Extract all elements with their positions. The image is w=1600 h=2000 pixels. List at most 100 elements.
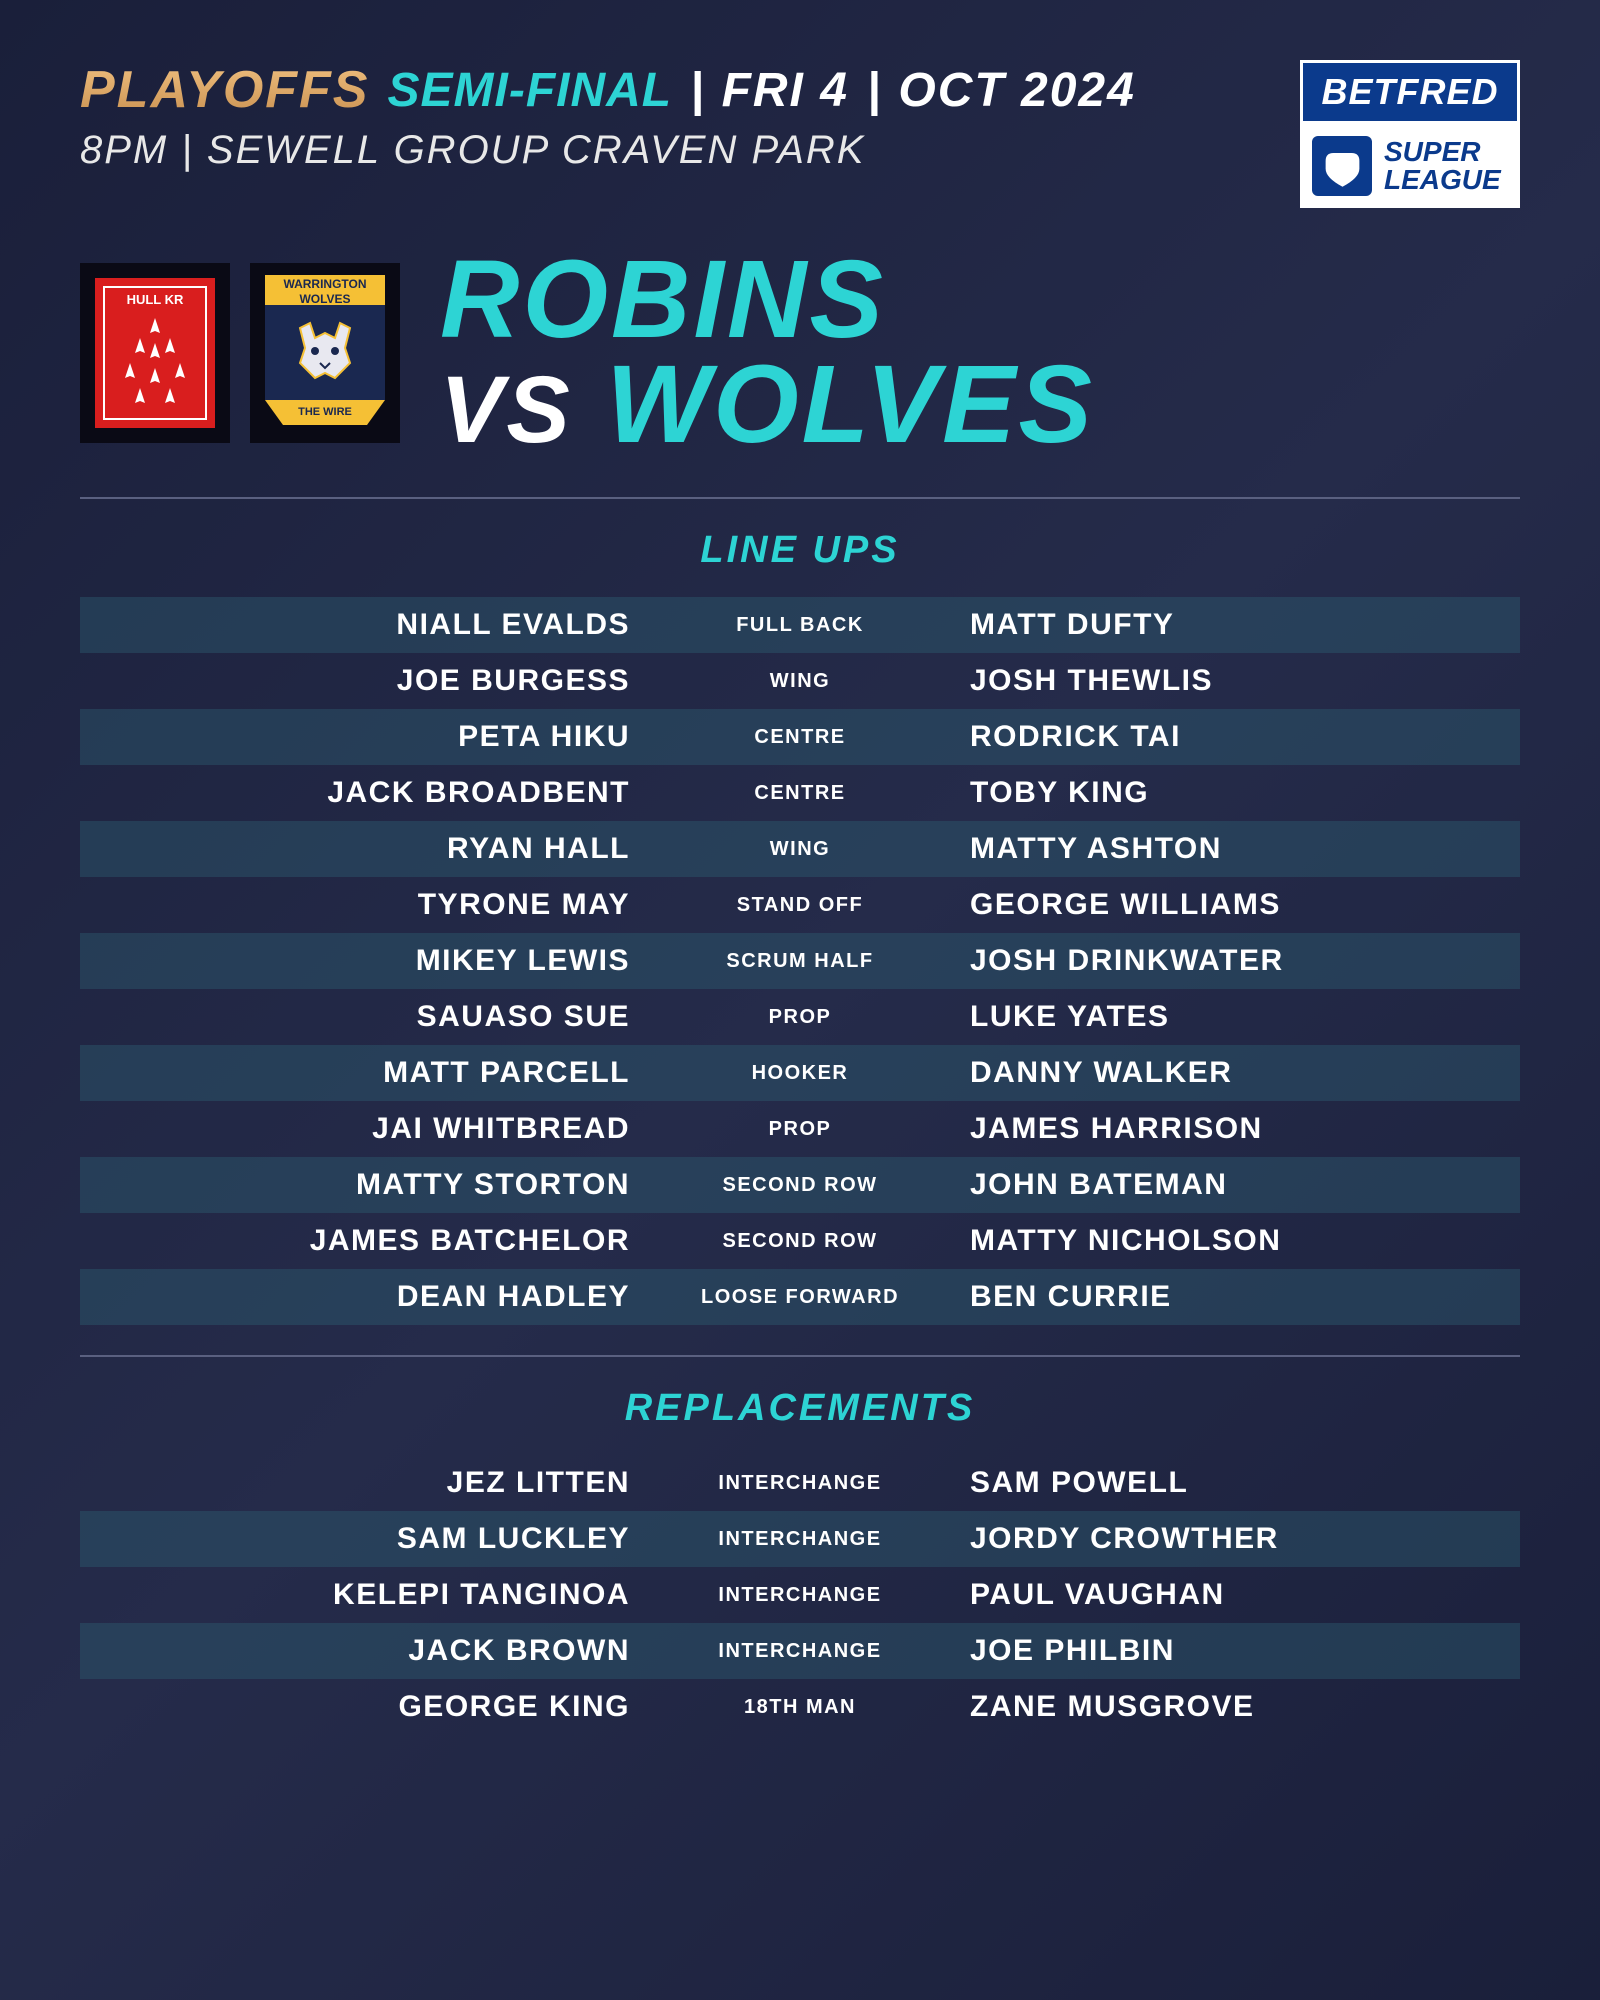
away-player: MATTY ASHTON <box>930 832 1520 866</box>
lineup-row: NIALL EVALDSFULL BACKMATT DUFTY <box>80 597 1520 653</box>
matchup-row: HULL KR WAR <box>80 248 1520 457</box>
position-label: PROP <box>670 1118 930 1141</box>
divider <box>80 497 1520 499</box>
home-player: MATT PARCELL <box>80 1056 670 1090</box>
wolves-top-label: WARRINGTONWOLVES <box>265 275 385 305</box>
home-player: JACK BROWN <box>80 1634 670 1668</box>
away-player: ZANE MUSGROVE <box>930 1690 1520 1724</box>
position-label: CENTRE <box>670 726 930 749</box>
lineup-row: MATTY STORTONSECOND ROWJOHN BATEMAN <box>80 1157 1520 1213</box>
sponsor-logo: BETFRED SUPER LEAGUE <box>1300 60 1520 208</box>
position-label: INTERCHANGE <box>670 1528 930 1551</box>
wolves-wolf-icon <box>265 305 385 400</box>
home-player: JAMES BATCHELOR <box>80 1224 670 1258</box>
hullkr-crest: HULL KR <box>95 278 215 428</box>
position-label: WING <box>670 838 930 861</box>
home-player: NIALL EVALDS <box>80 608 670 642</box>
divider <box>80 1355 1520 1357</box>
position-label: STAND OFF <box>670 894 930 917</box>
away-player: MATT DUFTY <box>930 608 1520 642</box>
lineup-row: JOE BURGESSWINGJOSH THEWLIS <box>80 653 1520 709</box>
position-label: SECOND ROW <box>670 1174 930 1197</box>
venue-name: SEWELL GROUP CRAVEN PARK <box>207 128 866 172</box>
venue-line: 8PM | SEWELL GROUP CRAVEN PARK <box>80 128 1300 173</box>
away-player: PAUL VAUGHAN <box>930 1578 1520 1612</box>
lineup-row: SAUASO SUEPROPLUKE YATES <box>80 989 1520 1045</box>
home-player: PETA HIKU <box>80 720 670 754</box>
away-player: TOBY KING <box>930 776 1520 810</box>
away-player: DANNY WALKER <box>930 1056 1520 1090</box>
away-player: RODRICK TAI <box>930 720 1520 754</box>
home-player: TYRONE MAY <box>80 888 670 922</box>
home-player: RYAN HALL <box>80 832 670 866</box>
lineup-row: JACK BROWNINTERCHANGEJOE PHILBIN <box>80 1623 1520 1679</box>
position-label: 18TH MAN <box>670 1696 930 1719</box>
position-label: CENTRE <box>670 782 930 805</box>
lineups-table: NIALL EVALDSFULL BACKMATT DUFTYJOE BURGE… <box>80 597 1520 1325</box>
away-player: JORDY CROWTHER <box>930 1522 1520 1556</box>
lineup-row: SAM LUCKLEYINTERCHANGEJORDY CROWTHER <box>80 1511 1520 1567</box>
away-player: JOSH DRINKWATER <box>930 944 1520 978</box>
match-day: FRI 4 <box>722 63 849 118</box>
away-player: LUKE YATES <box>930 1000 1520 1034</box>
lineup-row: JEZ LITTENINTERCHANGESAM POWELL <box>80 1455 1520 1511</box>
separator: | <box>181 128 207 172</box>
playoffs-line: PLAYOFFS SEMI-FINAL | FRI 4 | OCT 2024 <box>80 60 1300 120</box>
team-badges: HULL KR WAR <box>80 263 400 443</box>
home-player: DEAN HADLEY <box>80 1280 670 1314</box>
away-player: JOHN BATEMAN <box>930 1168 1520 1202</box>
betfred-label: BETFRED <box>1300 60 1520 124</box>
away-badge: WARRINGTONWOLVES THE WIRE <box>250 263 400 443</box>
away-player: BEN CURRIE <box>930 1280 1520 1314</box>
away-player: JAMES HARRISON <box>930 1112 1520 1146</box>
lineup-row: RYAN HALLWINGMATTY ASHTON <box>80 821 1520 877</box>
lineup-row: JAI WHITBREADPROPJAMES HARRISON <box>80 1101 1520 1157</box>
match-title: ROBINS VS WOLVES <box>440 248 1095 457</box>
lineup-row: JAMES BATCHELORSECOND ROWMATTY NICHOLSON <box>80 1213 1520 1269</box>
home-player: JAI WHITBREAD <box>80 1112 670 1146</box>
match-month: OCT 2024 <box>898 63 1135 118</box>
separator: | <box>690 63 703 118</box>
away-player: MATTY NICHOLSON <box>930 1224 1520 1258</box>
super-league-icon <box>1312 136 1372 196</box>
lineup-row: MIKEY LEWISSCRUM HALFJOSH DRINKWATER <box>80 933 1520 989</box>
position-label: SCRUM HALF <box>670 950 930 973</box>
home-player: JEZ LITTEN <box>80 1466 670 1500</box>
away-player: JOE PHILBIN <box>930 1634 1520 1668</box>
away-player: SAM POWELL <box>930 1466 1520 1500</box>
away-player: GEORGE WILLIAMS <box>930 888 1520 922</box>
position-label: SECOND ROW <box>670 1230 930 1253</box>
home-badge: HULL KR <box>80 263 230 443</box>
lineup-row: TYRONE MAYSTAND OFFGEORGE WILLIAMS <box>80 877 1520 933</box>
vs-label: VS <box>440 357 573 463</box>
playoffs-label: PLAYOFFS <box>80 60 369 120</box>
position-label: INTERCHANGE <box>670 1640 930 1663</box>
home-player: MATTY STORTON <box>80 1168 670 1202</box>
hullkr-label: HULL KR <box>95 292 215 307</box>
lineup-row: MATT PARCELLHOOKERDANNY WALKER <box>80 1045 1520 1101</box>
lineup-row: PETA HIKUCENTRERODRICK TAI <box>80 709 1520 765</box>
header: PLAYOFFS SEMI-FINAL | FRI 4 | OCT 2024 8… <box>80 60 1520 208</box>
home-player: KELEPI TANGINOA <box>80 1578 670 1612</box>
wolves-bottom-label: THE WIRE <box>265 400 385 425</box>
lineups-title: LINE UPS <box>80 529 1520 572</box>
home-player: GEORGE KING <box>80 1690 670 1724</box>
home-player: SAM LUCKLEY <box>80 1522 670 1556</box>
replacements-table: JEZ LITTENINTERCHANGESAM POWELLSAM LUCKL… <box>80 1455 1520 1735</box>
vs-line: VS WOLVES <box>440 353 1095 458</box>
home-player: SAUASO SUE <box>80 1000 670 1034</box>
position-label: PROP <box>670 1006 930 1029</box>
lineup-row: JACK BROADBENTCENTRETOBY KING <box>80 765 1520 821</box>
super-league-label: SUPER LEAGUE <box>1300 124 1520 208</box>
separator: | <box>867 63 880 118</box>
replacements-title: REPLACEMENTS <box>80 1387 1520 1430</box>
match-time: 8PM <box>80 128 168 172</box>
position-label: FULL BACK <box>670 614 930 637</box>
home-player: JACK BROADBENT <box>80 776 670 810</box>
home-player: JOE BURGESS <box>80 664 670 698</box>
super-league-text: SUPER LEAGUE <box>1384 138 1501 194</box>
position-label: INTERCHANGE <box>670 1472 930 1495</box>
home-player: MIKEY LEWIS <box>80 944 670 978</box>
home-team-name: ROBINS <box>440 248 1095 353</box>
position-label: WING <box>670 670 930 693</box>
